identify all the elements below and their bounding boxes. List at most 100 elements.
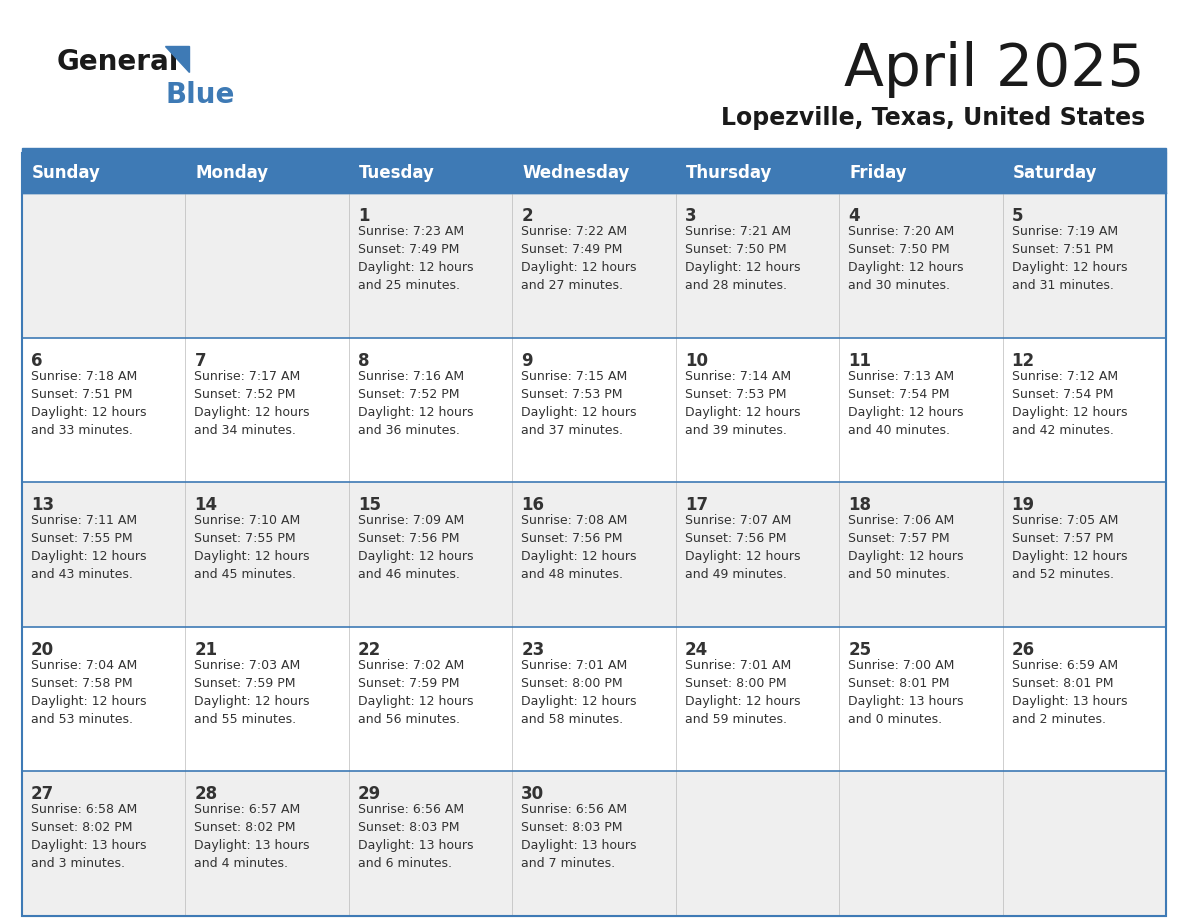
Text: Sunset: 7:54 PM: Sunset: 7:54 PM <box>848 387 949 400</box>
Text: Daylight: 12 hours
and 33 minutes.: Daylight: 12 hours and 33 minutes. <box>31 406 146 437</box>
Text: 14: 14 <box>195 497 217 514</box>
Text: Daylight: 13 hours
and 6 minutes.: Daylight: 13 hours and 6 minutes. <box>358 839 473 870</box>
Text: Sunrise: 7:12 AM: Sunrise: 7:12 AM <box>1011 370 1118 383</box>
Text: Sunset: 7:56 PM: Sunset: 7:56 PM <box>684 532 786 545</box>
Text: Daylight: 13 hours
and 7 minutes.: Daylight: 13 hours and 7 minutes. <box>522 839 637 870</box>
Text: Sunset: 8:03 PM: Sunset: 8:03 PM <box>522 822 623 834</box>
Text: 27: 27 <box>31 786 55 803</box>
Text: Sunrise: 7:14 AM: Sunrise: 7:14 AM <box>684 370 791 383</box>
Text: Daylight: 12 hours
and 25 minutes.: Daylight: 12 hours and 25 minutes. <box>358 261 473 292</box>
Text: Daylight: 12 hours
and 59 minutes.: Daylight: 12 hours and 59 minutes. <box>684 695 801 726</box>
Text: Sunrise: 7:20 AM: Sunrise: 7:20 AM <box>848 225 954 238</box>
Text: 21: 21 <box>195 641 217 659</box>
Text: General: General <box>57 48 179 76</box>
Text: Sunrise: 7:03 AM: Sunrise: 7:03 AM <box>195 659 301 672</box>
Text: Sunrise: 7:07 AM: Sunrise: 7:07 AM <box>684 514 791 527</box>
Text: Sunrise: 7:02 AM: Sunrise: 7:02 AM <box>358 659 465 672</box>
Bar <box>512 153 676 193</box>
Text: Sunrise: 6:56 AM: Sunrise: 6:56 AM <box>358 803 465 816</box>
Text: Sunset: 7:59 PM: Sunset: 7:59 PM <box>195 677 296 689</box>
Text: Sunset: 8:01 PM: Sunset: 8:01 PM <box>1011 677 1113 689</box>
Text: 10: 10 <box>684 352 708 370</box>
Bar <box>1003 153 1165 193</box>
Text: 30: 30 <box>522 786 544 803</box>
Text: Sunrise: 7:11 AM: Sunrise: 7:11 AM <box>31 514 137 527</box>
Text: Sunset: 7:52 PM: Sunset: 7:52 PM <box>195 387 296 400</box>
Text: 19: 19 <box>1011 497 1035 514</box>
Text: Daylight: 12 hours
and 28 minutes.: Daylight: 12 hours and 28 minutes. <box>684 261 801 292</box>
Text: 28: 28 <box>195 786 217 803</box>
Text: 3: 3 <box>684 207 696 225</box>
Text: Friday: Friday <box>849 164 906 182</box>
Bar <box>839 153 1003 193</box>
Text: Sunset: 7:51 PM: Sunset: 7:51 PM <box>1011 243 1113 256</box>
Text: Wednesday: Wednesday <box>523 164 630 182</box>
Text: Daylight: 12 hours
and 27 minutes.: Daylight: 12 hours and 27 minutes. <box>522 261 637 292</box>
Text: Daylight: 13 hours
and 4 minutes.: Daylight: 13 hours and 4 minutes. <box>195 839 310 870</box>
Text: 2: 2 <box>522 207 533 225</box>
Text: Sunrise: 7:21 AM: Sunrise: 7:21 AM <box>684 225 791 238</box>
Text: 15: 15 <box>358 497 381 514</box>
Text: Sunset: 8:02 PM: Sunset: 8:02 PM <box>31 822 133 834</box>
Text: Daylight: 13 hours
and 0 minutes.: Daylight: 13 hours and 0 minutes. <box>848 695 963 726</box>
Text: Daylight: 12 hours
and 58 minutes.: Daylight: 12 hours and 58 minutes. <box>522 695 637 726</box>
Text: Sunset: 7:55 PM: Sunset: 7:55 PM <box>195 532 296 545</box>
Text: Sunrise: 7:01 AM: Sunrise: 7:01 AM <box>684 659 791 672</box>
Bar <box>23 153 185 193</box>
Text: Sunrise: 7:15 AM: Sunrise: 7:15 AM <box>522 370 627 383</box>
Text: Daylight: 12 hours
and 42 minutes.: Daylight: 12 hours and 42 minutes. <box>1011 406 1127 437</box>
Text: Sunset: 7:53 PM: Sunset: 7:53 PM <box>522 387 623 400</box>
Text: 11: 11 <box>848 352 871 370</box>
Text: Sunrise: 6:58 AM: Sunrise: 6:58 AM <box>31 803 138 816</box>
Text: Daylight: 12 hours
and 53 minutes.: Daylight: 12 hours and 53 minutes. <box>31 695 146 726</box>
Text: 24: 24 <box>684 641 708 659</box>
Text: 17: 17 <box>684 497 708 514</box>
Bar <box>676 153 839 193</box>
Text: Monday: Monday <box>196 164 268 182</box>
Text: Sunrise: 7:10 AM: Sunrise: 7:10 AM <box>195 514 301 527</box>
Text: 7: 7 <box>195 352 206 370</box>
Text: 6: 6 <box>31 352 43 370</box>
Polygon shape <box>165 46 189 72</box>
Text: Sunrise: 7:04 AM: Sunrise: 7:04 AM <box>31 659 138 672</box>
Text: 13: 13 <box>31 497 55 514</box>
Text: 5: 5 <box>1011 207 1023 225</box>
Text: Sunset: 8:00 PM: Sunset: 8:00 PM <box>684 677 786 689</box>
Text: Sunset: 7:54 PM: Sunset: 7:54 PM <box>1011 387 1113 400</box>
Text: Sunset: 8:00 PM: Sunset: 8:00 PM <box>522 677 623 689</box>
Text: Sunrise: 6:56 AM: Sunrise: 6:56 AM <box>522 803 627 816</box>
Text: Blue: Blue <box>165 81 234 109</box>
Text: Sunset: 7:51 PM: Sunset: 7:51 PM <box>31 387 133 400</box>
Text: Sunset: 7:57 PM: Sunset: 7:57 PM <box>1011 532 1113 545</box>
Text: Sunrise: 7:05 AM: Sunrise: 7:05 AM <box>1011 514 1118 527</box>
Text: Sunrise: 6:59 AM: Sunrise: 6:59 AM <box>1011 659 1118 672</box>
Text: 9: 9 <box>522 352 533 370</box>
Text: Sunrise: 7:16 AM: Sunrise: 7:16 AM <box>358 370 465 383</box>
Text: Sunrise: 7:06 AM: Sunrise: 7:06 AM <box>848 514 954 527</box>
Bar <box>23 338 1165 482</box>
Text: 20: 20 <box>31 641 55 659</box>
Bar <box>23 153 1165 916</box>
Text: 25: 25 <box>848 641 871 659</box>
Bar <box>23 193 1165 338</box>
Text: Daylight: 12 hours
and 31 minutes.: Daylight: 12 hours and 31 minutes. <box>1011 261 1127 292</box>
Text: Sunset: 7:56 PM: Sunset: 7:56 PM <box>358 532 460 545</box>
Text: Saturday: Saturday <box>1012 164 1097 182</box>
Bar <box>23 148 1165 153</box>
Text: Daylight: 12 hours
and 43 minutes.: Daylight: 12 hours and 43 minutes. <box>31 550 146 581</box>
Text: Sunrise: 7:08 AM: Sunrise: 7:08 AM <box>522 514 627 527</box>
Text: Tuesday: Tuesday <box>359 164 435 182</box>
Text: Sunrise: 7:17 AM: Sunrise: 7:17 AM <box>195 370 301 383</box>
Bar <box>23 771 1165 916</box>
Text: 1: 1 <box>358 207 369 225</box>
Text: 4: 4 <box>848 207 860 225</box>
Text: 8: 8 <box>358 352 369 370</box>
Text: April 2025: April 2025 <box>845 41 1145 98</box>
Bar <box>23 482 1165 627</box>
Text: 22: 22 <box>358 641 381 659</box>
Text: 18: 18 <box>848 497 871 514</box>
Text: Daylight: 12 hours
and 40 minutes.: Daylight: 12 hours and 40 minutes. <box>848 406 963 437</box>
Bar <box>23 627 1165 771</box>
Bar <box>185 153 349 193</box>
Text: Sunday: Sunday <box>32 164 101 182</box>
